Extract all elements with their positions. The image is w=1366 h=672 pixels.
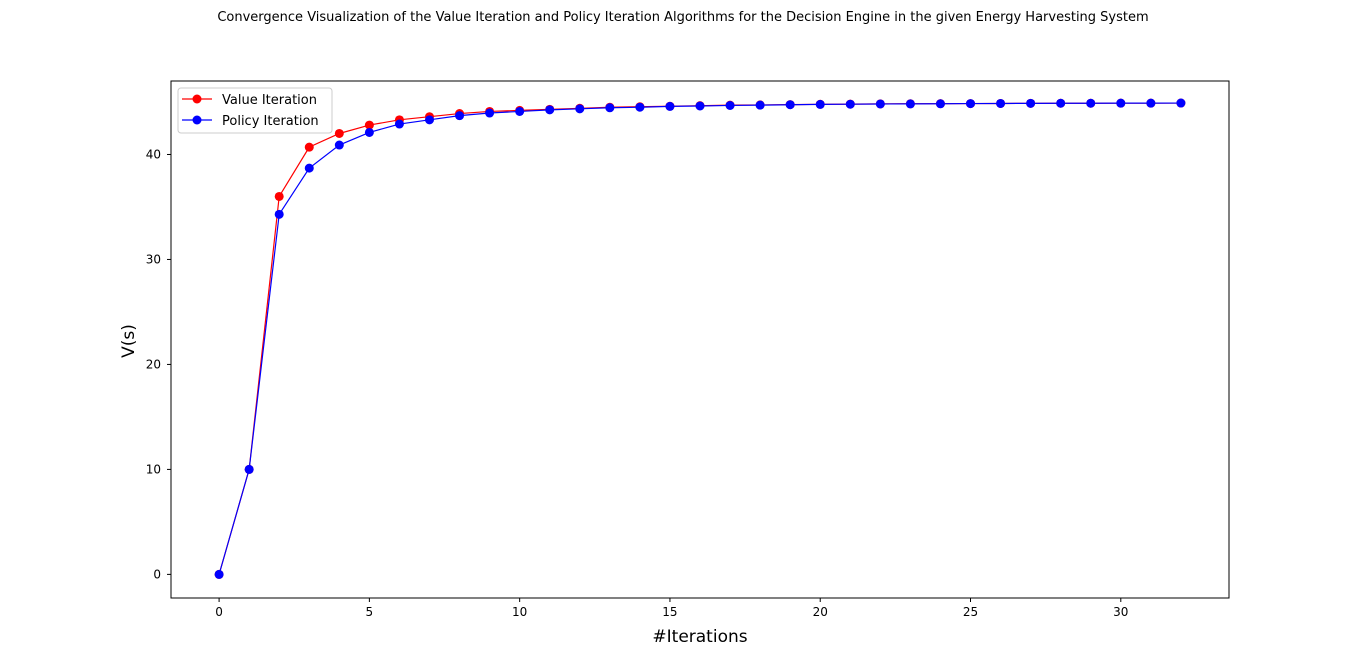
x-tick-label-0: 0 [215,605,223,619]
legend-marker-policy-iteration [192,115,202,125]
point-policy-iteration-30 [1116,98,1126,108]
point-policy-iteration-3 [304,163,314,173]
point-policy-iteration-11 [545,105,555,115]
point-policy-iteration-26 [996,98,1006,108]
point-policy-iteration-0 [214,569,224,579]
legend-marker-value-iteration [192,94,202,104]
x-axis-label: #Iterations [652,627,747,647]
point-policy-iteration-29 [1086,98,1096,108]
point-policy-iteration-17 [725,100,735,110]
point-policy-iteration-22 [875,99,885,109]
y-axis-label: V(s) [119,324,139,358]
point-policy-iteration-10 [515,106,525,116]
point-value-iteration-4 [334,128,344,138]
y-tick-label-20: 20 [146,357,161,371]
point-policy-iteration-31 [1146,98,1156,108]
y-axis: 0 10 20 30 40 [146,147,171,581]
point-policy-iteration-9 [485,108,495,118]
point-policy-iteration-25 [966,99,976,109]
y-tick-label-10: 10 [146,462,161,476]
legend-box [177,87,333,134]
legend: Value Iteration Policy Iteration [177,87,333,134]
point-policy-iteration-1 [244,464,254,474]
point-policy-iteration-24 [935,99,945,109]
legend-label-value-iteration: Value Iteration [222,93,317,108]
x-tick-label-20: 20 [813,605,828,619]
y-tick-label-40: 40 [146,147,161,161]
plot-area [170,80,1230,599]
point-value-iteration-3 [304,142,314,152]
point-value-iteration-5 [364,120,374,130]
chart-title: Convergence Visualization of the Value I… [217,10,1149,25]
point-policy-iteration-21 [845,99,855,109]
point-policy-iteration-19 [785,100,795,110]
legend-label-policy-iteration: Policy Iteration [222,114,319,129]
y-tick-label-30: 30 [146,252,161,266]
point-policy-iteration-13 [605,103,615,113]
point-policy-iteration-23 [905,99,915,109]
point-policy-iteration-5 [364,127,374,137]
point-policy-iteration-8 [455,111,465,121]
point-policy-iteration-20 [815,99,825,109]
point-policy-iteration-18 [755,100,765,110]
x-axis: 0 5 10 15 20 25 30 [215,598,1128,619]
point-policy-iteration-12 [575,104,585,114]
x-tick-label-10: 10 [512,605,527,619]
point-policy-iteration-14 [635,102,645,112]
point-policy-iteration-2 [274,209,284,219]
x-tick-label-15: 15 [662,605,677,619]
point-policy-iteration-7 [424,115,434,125]
point-policy-iteration-32 [1176,98,1186,108]
point-policy-iteration-28 [1056,98,1066,108]
point-policy-iteration-27 [1026,98,1036,108]
x-tick-label-5: 5 [366,605,374,619]
point-policy-iteration-15 [665,101,675,111]
point-policy-iteration-16 [695,101,705,111]
y-tick-label-0: 0 [153,567,161,581]
point-value-iteration-2 [274,191,284,201]
x-tick-label-30: 30 [1113,605,1128,619]
series-layer [214,98,1186,579]
point-policy-iteration-6 [394,119,404,129]
x-tick-label-25: 25 [963,605,978,619]
point-policy-iteration-4 [334,140,344,150]
